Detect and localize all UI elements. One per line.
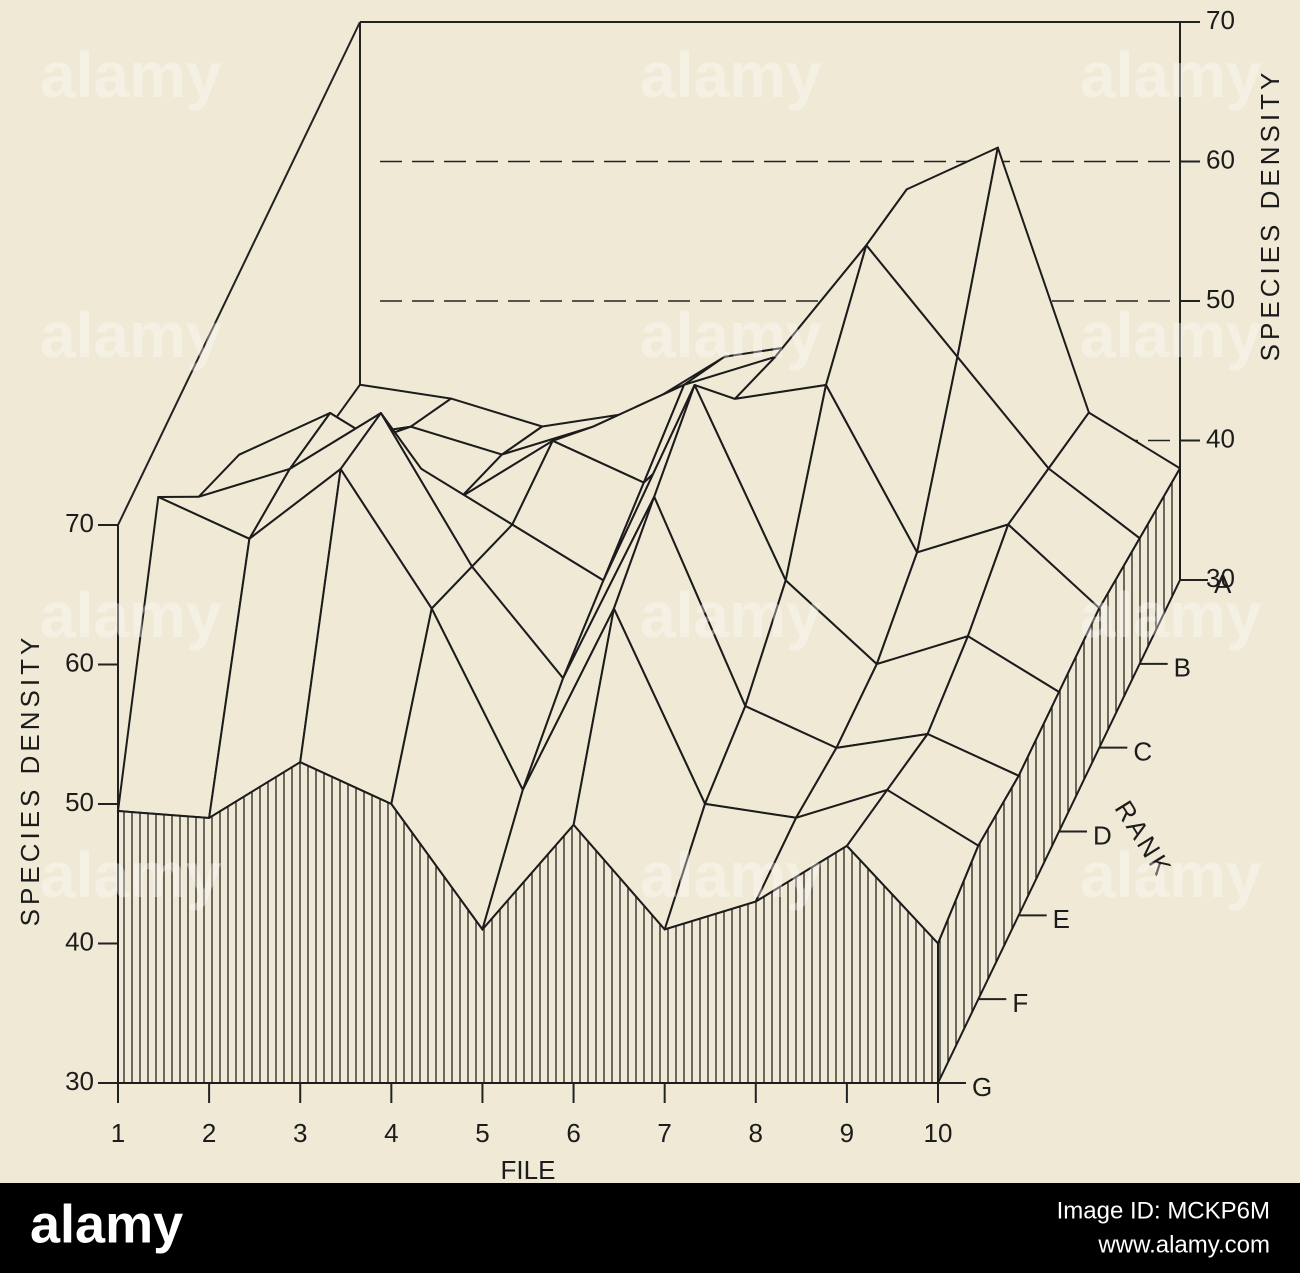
rank-tick-label: C bbox=[1133, 737, 1152, 767]
x-tick-label: 1 bbox=[111, 1118, 125, 1148]
z-tick-label: 40 bbox=[65, 926, 94, 956]
z2-tick-label: 30 bbox=[1206, 563, 1235, 593]
x-tick-label: 6 bbox=[566, 1118, 580, 1148]
watermark: alamy bbox=[1080, 839, 1262, 911]
z-tick-label: 30 bbox=[65, 1066, 94, 1096]
watermark: alamy bbox=[640, 839, 822, 911]
z-tick-label: 70 bbox=[65, 508, 94, 538]
x-tick-label: 5 bbox=[475, 1118, 489, 1148]
watermark: alamy bbox=[640, 299, 822, 371]
watermark: alamy bbox=[40, 579, 222, 651]
watermark: alamy bbox=[640, 39, 822, 111]
watermark: alamy bbox=[40, 839, 222, 911]
z2-tick-label: 70 bbox=[1206, 5, 1235, 35]
x-tick-label: 2 bbox=[202, 1118, 216, 1148]
rank-tick-label: G bbox=[972, 1072, 992, 1102]
x-axis-label: FILE bbox=[501, 1155, 556, 1185]
z2-tick-label: 50 bbox=[1206, 284, 1235, 314]
z-tick-label: 60 bbox=[65, 647, 94, 677]
watermark: alamy bbox=[1080, 39, 1262, 111]
watermark: alamy bbox=[40, 299, 222, 371]
watermark: alamy bbox=[40, 39, 222, 111]
z2-axis-label: SPECIES DENSITY bbox=[1255, 69, 1285, 362]
rank-tick-label: B bbox=[1174, 653, 1191, 683]
footer-url: www.alamy.com bbox=[1097, 1231, 1270, 1258]
watermark: alamy bbox=[1080, 579, 1262, 651]
watermark: alamy bbox=[1080, 299, 1262, 371]
left-diagonal bbox=[117, 21, 361, 526]
rank-tick-label: F bbox=[1012, 988, 1028, 1018]
image-id: Image ID: MCKP6M bbox=[1057, 1197, 1270, 1224]
footer-bar bbox=[0, 1183, 1300, 1273]
x-tick-label: 7 bbox=[657, 1118, 671, 1148]
x-tick-label: 3 bbox=[293, 1118, 307, 1148]
z-tick-label: 50 bbox=[65, 787, 94, 817]
rank-tick-label: E bbox=[1053, 904, 1070, 934]
z2-tick-label: 40 bbox=[1206, 423, 1235, 453]
x-tick-label: 9 bbox=[840, 1118, 854, 1148]
z2-tick-label: 60 bbox=[1206, 144, 1235, 174]
x-tick-label: 8 bbox=[749, 1118, 763, 1148]
footer-logo: alamy bbox=[30, 1194, 183, 1254]
z-axis-label: SPECIES DENSITY bbox=[15, 634, 45, 927]
plot: 30 30 40 40 50 50 60 60 70 70 1 2 3 4 5 6 7 8 9 10 A B C D E F G FI… bbox=[15, 5, 1285, 1185]
watermark: alamy bbox=[640, 579, 822, 651]
x-tick-label: 10 bbox=[924, 1118, 953, 1148]
x-tick-label: 4 bbox=[384, 1118, 398, 1148]
rank-tick-label: D bbox=[1093, 820, 1112, 850]
rank-tick-label: A bbox=[1214, 569, 1232, 599]
